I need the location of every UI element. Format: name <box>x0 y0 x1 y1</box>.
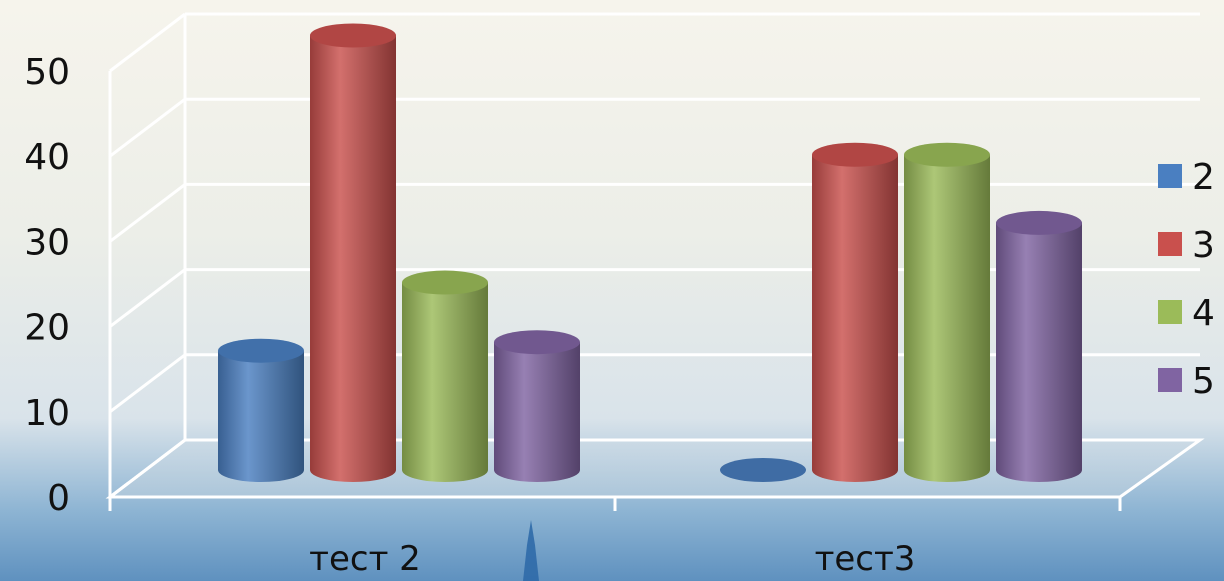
bar-base <box>720 458 806 482</box>
y-tick-label: 30 <box>24 222 70 263</box>
x-axis-category-labels: тест 2 тест3 <box>309 539 915 579</box>
bar-top <box>812 142 898 167</box>
legend-swatch <box>1158 232 1182 256</box>
side-gridline <box>109 98 186 158</box>
side-gridline <box>109 268 186 328</box>
bar-2-1 <box>904 142 990 482</box>
y-tick-label: 50 <box>24 52 70 93</box>
bar-body <box>310 35 396 482</box>
side-gridline <box>109 438 186 499</box>
spire-decoration <box>523 520 539 581</box>
y-axis-tick-labels: 0 10 20 30 40 50 <box>24 52 70 519</box>
bar-3-0 <box>494 330 580 482</box>
bar-0-0 <box>218 338 304 482</box>
bars <box>218 23 1082 483</box>
legend-swatch <box>1158 368 1182 392</box>
bar-body <box>812 154 898 482</box>
bar-2-0 <box>402 270 488 482</box>
x-category-label: тест3 <box>815 539 916 579</box>
legend-label: 2 <box>1192 157 1215 198</box>
legend-label: 4 <box>1192 293 1215 334</box>
side-gridline <box>109 12 186 73</box>
y-tick-label: 40 <box>24 137 70 178</box>
bar-body <box>904 154 990 482</box>
bar-top <box>494 330 580 355</box>
y-tick-label: 20 <box>24 308 70 349</box>
y-tick-label: 0 <box>47 478 70 519</box>
legend-label: 3 <box>1192 225 1215 266</box>
bar-top <box>218 338 304 363</box>
bar-3-1 <box>996 210 1082 483</box>
bar-top <box>904 142 990 167</box>
bar-1-1 <box>812 142 898 482</box>
legend-swatch <box>1158 164 1182 188</box>
bar-body <box>218 350 304 482</box>
legend-swatch <box>1158 300 1182 324</box>
legend: 2 3 4 5 <box>1158 157 1215 402</box>
bar-top <box>402 270 488 295</box>
bar-body <box>494 342 580 482</box>
y-tick-label: 10 <box>24 393 70 434</box>
x-category-label: тест 2 <box>309 539 421 579</box>
legend-label: 5 <box>1192 361 1215 402</box>
bar-body <box>402 282 488 482</box>
bar-1-0 <box>310 23 396 482</box>
bar-body <box>996 222 1082 483</box>
bar-0-1 <box>720 458 806 482</box>
side-gridline <box>109 183 186 243</box>
bar-top <box>310 23 396 48</box>
side-gridline <box>109 353 186 413</box>
bar-top <box>996 210 1082 235</box>
